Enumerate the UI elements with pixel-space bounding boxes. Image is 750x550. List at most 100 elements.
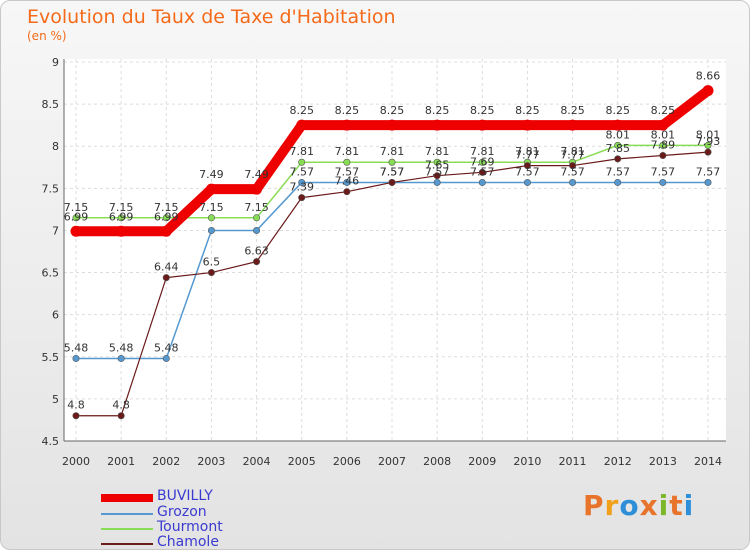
data-label-chamole: 7.77 — [560, 149, 585, 162]
x-tick-label: 2011 — [559, 455, 587, 468]
data-label-buvilly: 8.25 — [651, 104, 676, 117]
data-point-tourmont — [162, 214, 170, 222]
data-label-grozon: 7.57 — [289, 165, 314, 178]
data-label-tourmont: 8.01 — [651, 128, 676, 141]
data-label-tourmont: 7.81 — [515, 145, 540, 158]
data-point-chamole — [523, 162, 531, 170]
data-label-buvilly: 8.66 — [696, 70, 721, 83]
x-tick-label: 2000 — [62, 455, 90, 468]
data-point-buvilly — [341, 119, 353, 131]
data-label-chamole: 7.85 — [605, 142, 630, 155]
data-label-tourmont: 7.15 — [199, 201, 224, 214]
data-label-tourmont: 7.81 — [470, 145, 495, 158]
data-point-chamole — [388, 178, 396, 186]
data-label-buvilly: 8.25 — [425, 104, 450, 117]
data-label-buvilly: 8.25 — [605, 104, 630, 117]
data-point-grozon — [614, 178, 622, 186]
y-tick-label: 7.5 — [42, 182, 60, 195]
legend-label-chamole: Chamole — [157, 534, 219, 550]
data-label-chamole: 6.63 — [244, 245, 269, 258]
data-point-tourmont — [253, 214, 261, 222]
data-point-buvilly — [702, 85, 714, 97]
data-label-grozon: 7.57 — [380, 165, 405, 178]
data-point-grozon — [523, 178, 531, 186]
data-point-buvilly — [476, 119, 488, 131]
data-label-chamole: 7.89 — [651, 138, 676, 151]
data-point-grozon — [704, 178, 712, 186]
data-point-grozon — [253, 226, 261, 234]
data-point-tourmont — [614, 141, 622, 149]
data-label-tourmont: 7.15 — [244, 201, 269, 214]
data-point-chamole — [298, 194, 306, 202]
data-label-chamole: 7.93 — [696, 135, 721, 148]
data-point-grozon — [72, 354, 80, 362]
data-point-buvilly — [431, 119, 443, 131]
legend-swatch-tourmont — [101, 528, 153, 530]
data-label-chamole: 6.5 — [203, 256, 221, 269]
data-point-chamole — [162, 274, 170, 282]
data-point-chamole — [117, 412, 125, 420]
x-tick-label: 2012 — [604, 455, 632, 468]
x-tick-label: 2006 — [333, 455, 361, 468]
legend-swatch-chamole — [101, 543, 153, 545]
data-label-tourmont: 8.01 — [696, 128, 721, 141]
data-label-grozon: 5.48 — [64, 341, 89, 354]
data-label-chamole: 7.46 — [335, 175, 360, 188]
y-tick-label: 5.5 — [42, 351, 60, 364]
data-point-buvilly — [205, 183, 217, 195]
data-label-grozon: 7.57 — [560, 165, 585, 178]
data-point-chamole — [72, 412, 80, 420]
x-tick-label: 2014 — [694, 455, 722, 468]
legend-label-grozon: Grozon — [157, 504, 207, 520]
data-label-tourmont: 7.15 — [109, 201, 134, 214]
data-point-tourmont — [117, 214, 125, 222]
data-label-chamole: 7.65 — [425, 159, 450, 172]
x-tick-label: 2008 — [423, 455, 451, 468]
data-label-chamole: 4.8 — [112, 399, 130, 412]
data-label-chamole: 6.44 — [154, 261, 179, 274]
data-point-tourmont — [343, 158, 351, 166]
legend-label-tourmont: Tourmont — [157, 519, 223, 535]
data-label-tourmont: 7.81 — [425, 145, 450, 158]
data-point-buvilly — [567, 119, 579, 131]
data-label-tourmont: 8.01 — [605, 128, 630, 141]
x-tick-label: 2010 — [513, 455, 541, 468]
data-point-buvilly — [160, 225, 172, 237]
y-tick-label: 7 — [52, 224, 59, 237]
x-tick-label: 2001 — [107, 455, 135, 468]
proxiti-logo: Proxiti — [583, 489, 695, 522]
data-label-tourmont: 7.15 — [154, 201, 179, 214]
data-point-buvilly — [115, 225, 127, 237]
data-point-tourmont — [72, 214, 80, 222]
data-label-buvilly: 7.49 — [199, 168, 224, 181]
data-point-buvilly — [251, 183, 263, 195]
data-label-buvilly: 7.49 — [244, 168, 269, 181]
data-label-grozon: 7.57 — [651, 165, 676, 178]
legend-swatch-grozon — [101, 513, 153, 515]
y-tick-label: 8.5 — [42, 98, 60, 111]
data-point-buvilly — [521, 119, 533, 131]
data-label-chamole: 7.39 — [289, 181, 314, 194]
legend-label-buvilly: BUVILLY — [157, 488, 213, 504]
x-tick-label: 2013 — [649, 455, 677, 468]
y-tick-label: 4.5 — [42, 435, 60, 448]
x-tick-label: 2003 — [197, 455, 225, 468]
data-label-tourmont: 7.81 — [560, 145, 585, 158]
data-point-grozon — [117, 354, 125, 362]
y-tick-label: 9 — [52, 56, 59, 69]
data-point-buvilly — [386, 119, 398, 131]
x-tick-label: 2009 — [468, 455, 496, 468]
data-label-grozon: 7.57 — [470, 165, 495, 178]
data-point-chamole — [343, 188, 351, 196]
data-point-tourmont — [704, 141, 712, 149]
data-label-grozon: 5.48 — [109, 341, 134, 354]
data-label-grozon: 7.57 — [425, 165, 450, 178]
data-point-chamole — [207, 269, 215, 277]
data-label-grozon: 7.57 — [696, 165, 721, 178]
data-point-tourmont — [207, 214, 215, 222]
x-tick-label: 2007 — [378, 455, 406, 468]
data-label-tourmont: 7.81 — [289, 145, 314, 158]
data-point-grozon — [659, 178, 667, 186]
data-label-buvilly: 8.25 — [335, 104, 360, 117]
